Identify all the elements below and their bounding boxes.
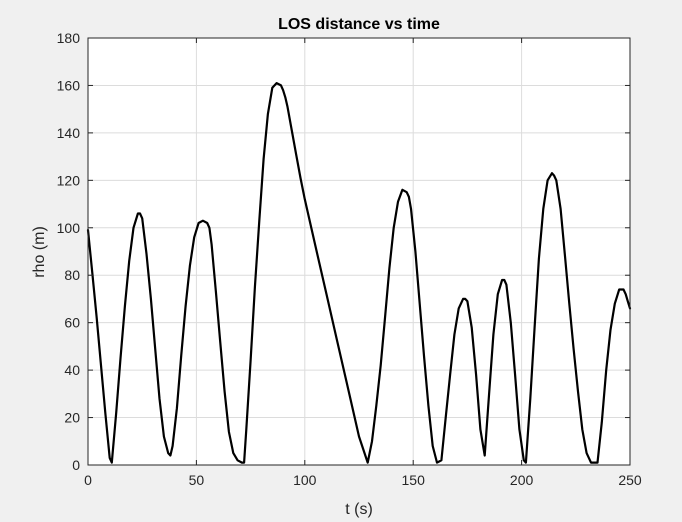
y-tick-label: 60 [64,315,80,331]
y-tick-label: 120 [57,172,81,188]
y-tick-label: 80 [64,267,80,283]
y-tick-label: 0 [72,457,80,473]
y-tick-label: 160 [57,77,81,93]
x-tick-label: 200 [510,472,534,488]
y-tick-label: 140 [57,125,81,141]
chart-title: LOS distance vs time [278,16,440,33]
x-tick-label: 50 [189,472,205,488]
y-tick-label: 40 [64,362,80,378]
y-tick-label: 180 [57,30,81,46]
x-tick-label: 250 [618,472,642,488]
plot-area [88,38,630,465]
series-line [86,81,632,464]
series-lines [86,81,632,464]
x-tick-label: 150 [402,472,426,488]
x-tick-label: 100 [293,472,317,488]
x-tick-label: 0 [84,472,92,488]
axes-box [87,37,631,466]
axis-ticks: 0 50 100 150 200 250 0 20 40 60 80 100 120 140 160 180 [57,30,642,488]
y-tick-label: 20 [64,410,80,426]
y-tick-label: 100 [57,220,81,236]
x-axis-label: t (s) [345,501,373,518]
y-axis-label: rho (m) [31,226,48,278]
grid-lines [87,37,631,466]
